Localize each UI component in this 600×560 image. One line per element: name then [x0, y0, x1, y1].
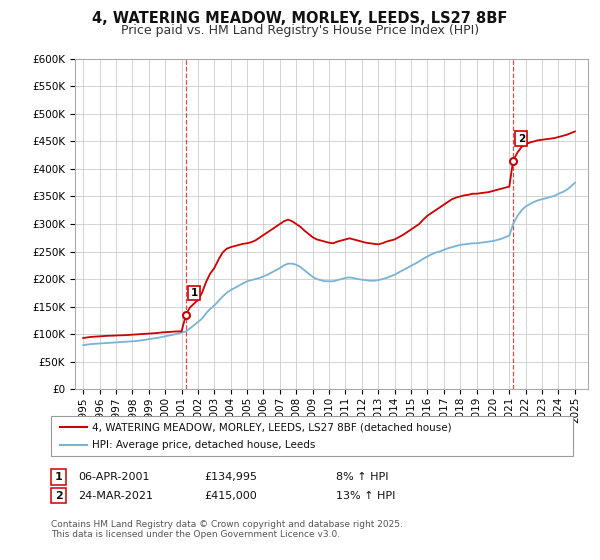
Text: 2: 2: [55, 491, 62, 501]
Text: 06-APR-2001: 06-APR-2001: [78, 472, 149, 482]
Text: £134,995: £134,995: [204, 472, 257, 482]
Text: 8% ↑ HPI: 8% ↑ HPI: [336, 472, 389, 482]
Text: £415,000: £415,000: [204, 491, 257, 501]
Text: HPI: Average price, detached house, Leeds: HPI: Average price, detached house, Leed…: [92, 440, 315, 450]
Text: 13% ↑ HPI: 13% ↑ HPI: [336, 491, 395, 501]
Text: 1: 1: [55, 472, 62, 482]
Text: 1: 1: [191, 288, 198, 298]
Text: 4, WATERING MEADOW, MORLEY, LEEDS, LS27 8BF: 4, WATERING MEADOW, MORLEY, LEEDS, LS27 …: [92, 11, 508, 26]
Text: 24-MAR-2021: 24-MAR-2021: [78, 491, 153, 501]
Text: Price paid vs. HM Land Registry's House Price Index (HPI): Price paid vs. HM Land Registry's House …: [121, 24, 479, 36]
Text: 2: 2: [518, 134, 525, 144]
Text: Contains HM Land Registry data © Crown copyright and database right 2025.
This d: Contains HM Land Registry data © Crown c…: [51, 520, 403, 539]
Text: 4, WATERING MEADOW, MORLEY, LEEDS, LS27 8BF (detached house): 4, WATERING MEADOW, MORLEY, LEEDS, LS27 …: [92, 422, 451, 432]
